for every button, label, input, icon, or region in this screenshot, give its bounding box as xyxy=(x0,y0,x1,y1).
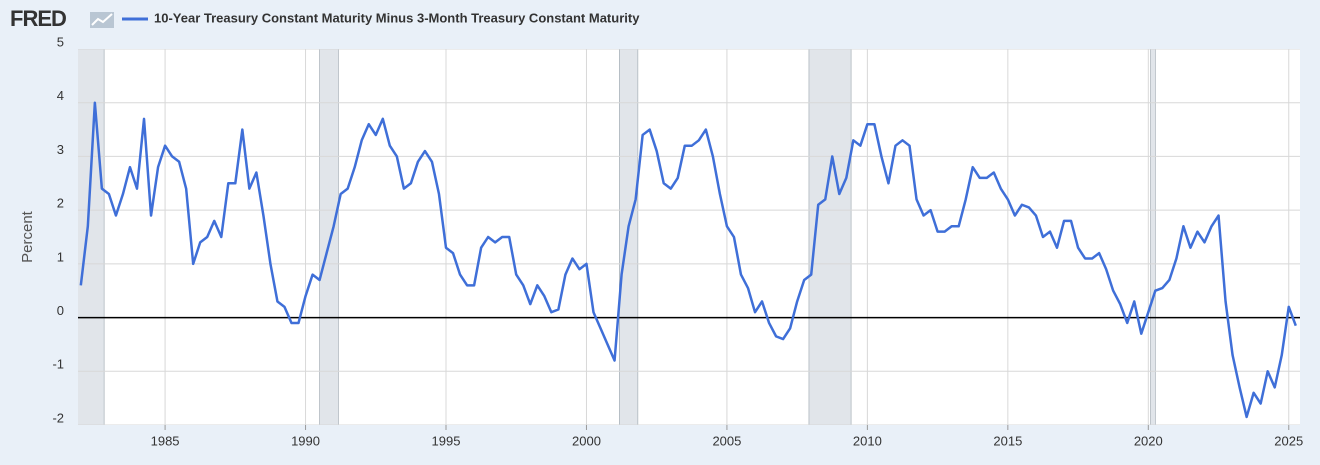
x-tick-label: 1985 xyxy=(151,433,180,448)
series-line xyxy=(79,101,1297,419)
x-tick-label: 2025 xyxy=(1274,433,1303,448)
x-tick-label: 2015 xyxy=(993,433,1022,448)
recession-band xyxy=(78,49,105,425)
y-tick-label: 4 xyxy=(57,88,64,103)
legend-label: 10-Year Treasury Constant Maturity Minus… xyxy=(154,10,640,25)
recession-band xyxy=(319,49,339,425)
x-tick-label: 1990 xyxy=(291,433,320,448)
y-tick-label: 0 xyxy=(57,303,64,318)
logo-icon xyxy=(90,12,114,28)
x-tick-label: 1995 xyxy=(432,433,461,448)
y-axis-label: Percent xyxy=(19,210,36,263)
plot-layer xyxy=(78,49,1300,425)
x-tick-label: 2020 xyxy=(1134,433,1163,448)
x-tick-label: 2005 xyxy=(712,433,741,448)
logo: FRED xyxy=(10,6,66,31)
x-tick-label: 2000 xyxy=(572,433,601,448)
plot-area xyxy=(78,49,1300,425)
recession-band xyxy=(619,49,639,425)
y-tick-label: 5 xyxy=(57,34,64,49)
y-tick-label: 3 xyxy=(57,142,64,157)
y-tick-label: -2 xyxy=(52,410,64,425)
y-tick-label: 1 xyxy=(57,249,64,264)
y-tick-label: -1 xyxy=(52,357,64,372)
x-tick-label: 2010 xyxy=(853,433,882,448)
recession-band xyxy=(1150,49,1156,425)
y-tick-label: 2 xyxy=(57,196,64,211)
